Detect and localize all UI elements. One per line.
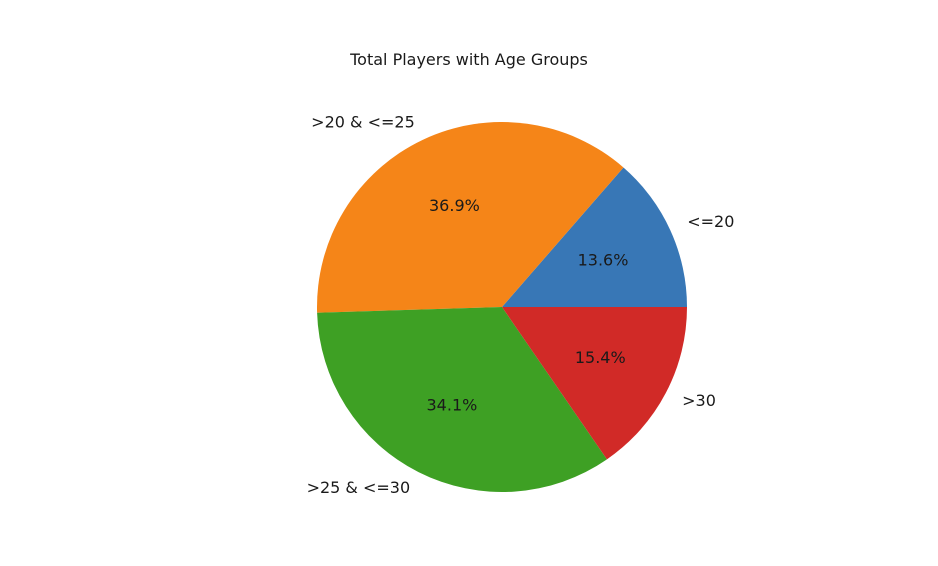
slice-percent-label: 36.9% bbox=[429, 196, 480, 215]
pie-slice bbox=[316, 121, 624, 313]
slice-category-label: >20 & <=25 bbox=[311, 113, 415, 132]
chart-title: Total Players with Age Groups bbox=[350, 50, 588, 69]
slice-percent-label: 34.1% bbox=[427, 396, 478, 415]
slice-percent-label: 13.6% bbox=[578, 251, 629, 270]
pie-slice bbox=[502, 307, 687, 460]
pie-slice bbox=[502, 167, 687, 307]
slice-category-label: >30 bbox=[682, 391, 716, 410]
slice-category-label: <=20 bbox=[687, 212, 734, 231]
slice-percent-label: 15.4% bbox=[575, 348, 626, 367]
pie-slice bbox=[317, 307, 607, 492]
slice-category-label: >25 & <=30 bbox=[307, 478, 411, 497]
